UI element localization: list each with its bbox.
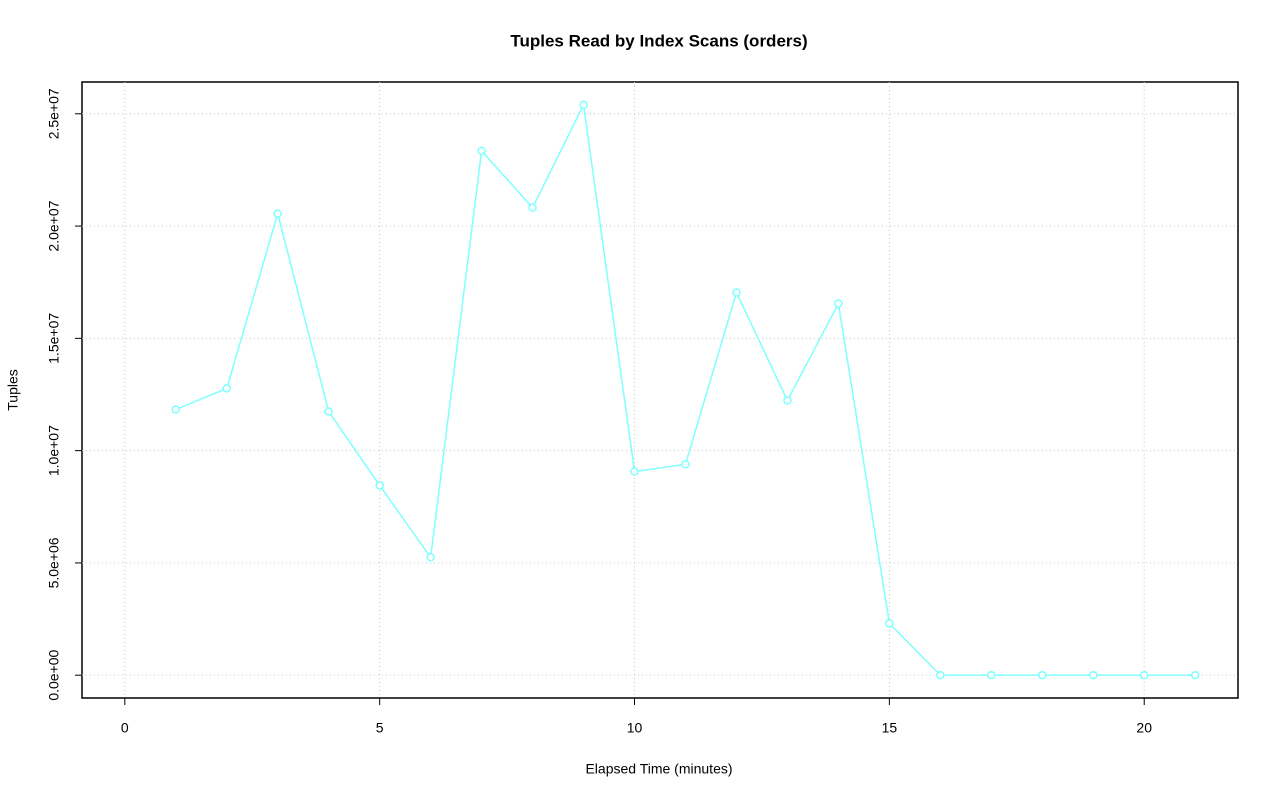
data-point — [528, 203, 537, 212]
data-point — [222, 384, 232, 393]
x-tick-label: 10 — [627, 720, 643, 736]
data-point — [579, 100, 588, 110]
data-point — [732, 288, 741, 297]
data-point — [630, 467, 639, 476]
data-point — [936, 670, 945, 680]
x-tick-label: 15 — [882, 720, 898, 736]
data-point — [834, 299, 843, 308]
chart-title: Tuples Read by Index Scans (orders) — [510, 31, 807, 50]
y-axis-title: Tuples — [5, 369, 21, 411]
data-point — [885, 619, 894, 628]
data-point — [375, 481, 384, 490]
y-tick-label: 1.5e+07 — [46, 313, 62, 364]
plot-frame — [81, 81, 1239, 699]
data-point — [426, 553, 435, 562]
data-point — [1190, 670, 1200, 680]
y-tick-label: 5.0e+06 — [46, 537, 62, 588]
data-point — [171, 405, 181, 414]
x-axis-title: Elapsed Time (minutes) — [585, 761, 732, 777]
x-tick-label: 0 — [121, 720, 129, 736]
data-point — [477, 146, 486, 156]
y-tick-label: 2.0e+07 — [46, 200, 62, 251]
data-point — [1139, 670, 1149, 680]
data-point — [1088, 670, 1098, 680]
data-point — [1038, 670, 1047, 680]
y-tick-label: 0.0e+00 — [46, 649, 62, 700]
data-point — [987, 670, 996, 680]
data-point — [273, 209, 282, 218]
x-tick-label: 20 — [1136, 720, 1152, 736]
data-line — [175, 102, 1196, 676]
data-point — [324, 407, 333, 416]
y-tick-label: 1.0e+07 — [46, 425, 62, 476]
x-tick-label: 5 — [376, 720, 384, 736]
y-tick-label: 2.5e+07 — [46, 88, 62, 139]
data-point — [681, 460, 690, 469]
data-point — [783, 396, 792, 405]
